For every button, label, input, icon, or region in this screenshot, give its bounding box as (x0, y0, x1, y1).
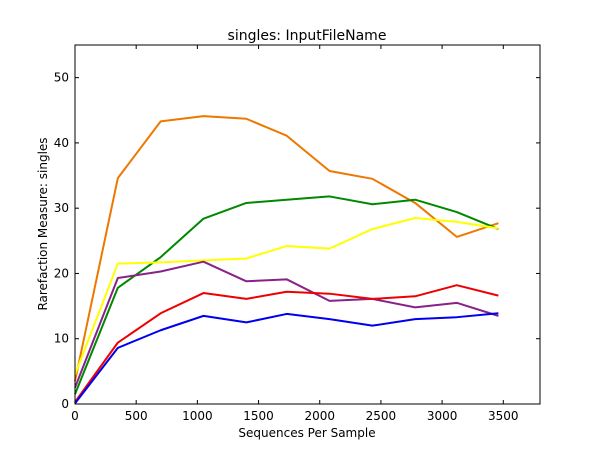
x-axis: 0 500 1000 1500 2000 2500 3000 3500 (71, 45, 519, 423)
x-tick-label: 2500 (366, 409, 397, 423)
series-line-5 (74, 284, 499, 403)
x-tick-label: 1000 (182, 409, 213, 423)
series-layer (74, 115, 499, 404)
y-tick-label: 10 (54, 332, 69, 346)
x-tick-label: 3000 (427, 409, 458, 423)
y-axis: 0 10 20 30 40 50 (54, 71, 540, 411)
series-line-6 (74, 312, 499, 404)
chart-title: singles: InputFileName (228, 28, 387, 44)
series-line-2 (74, 195, 499, 395)
series-line-1 (74, 115, 499, 382)
x-tick-label: 0 (71, 409, 79, 423)
x-tick-label: 500 (125, 409, 148, 423)
y-tick-label: 20 (54, 266, 69, 280)
y-tick-label: 40 (54, 136, 69, 150)
x-axis-label: Sequences Per Sample (238, 426, 375, 440)
x-tick-label: 1500 (243, 409, 274, 423)
y-axis-label: Rarefaction Measure: singles (36, 137, 50, 310)
y-tick-label: 50 (54, 71, 69, 85)
x-tick-label: 2000 (304, 409, 335, 423)
series-line-3 (74, 216, 499, 375)
y-tick-label: 30 (54, 201, 69, 215)
plot-frame (74, 44, 541, 405)
x-tick-label: 3500 (488, 409, 519, 423)
series-line-4 (74, 260, 499, 389)
y-tick-label: 0 (61, 397, 69, 411)
